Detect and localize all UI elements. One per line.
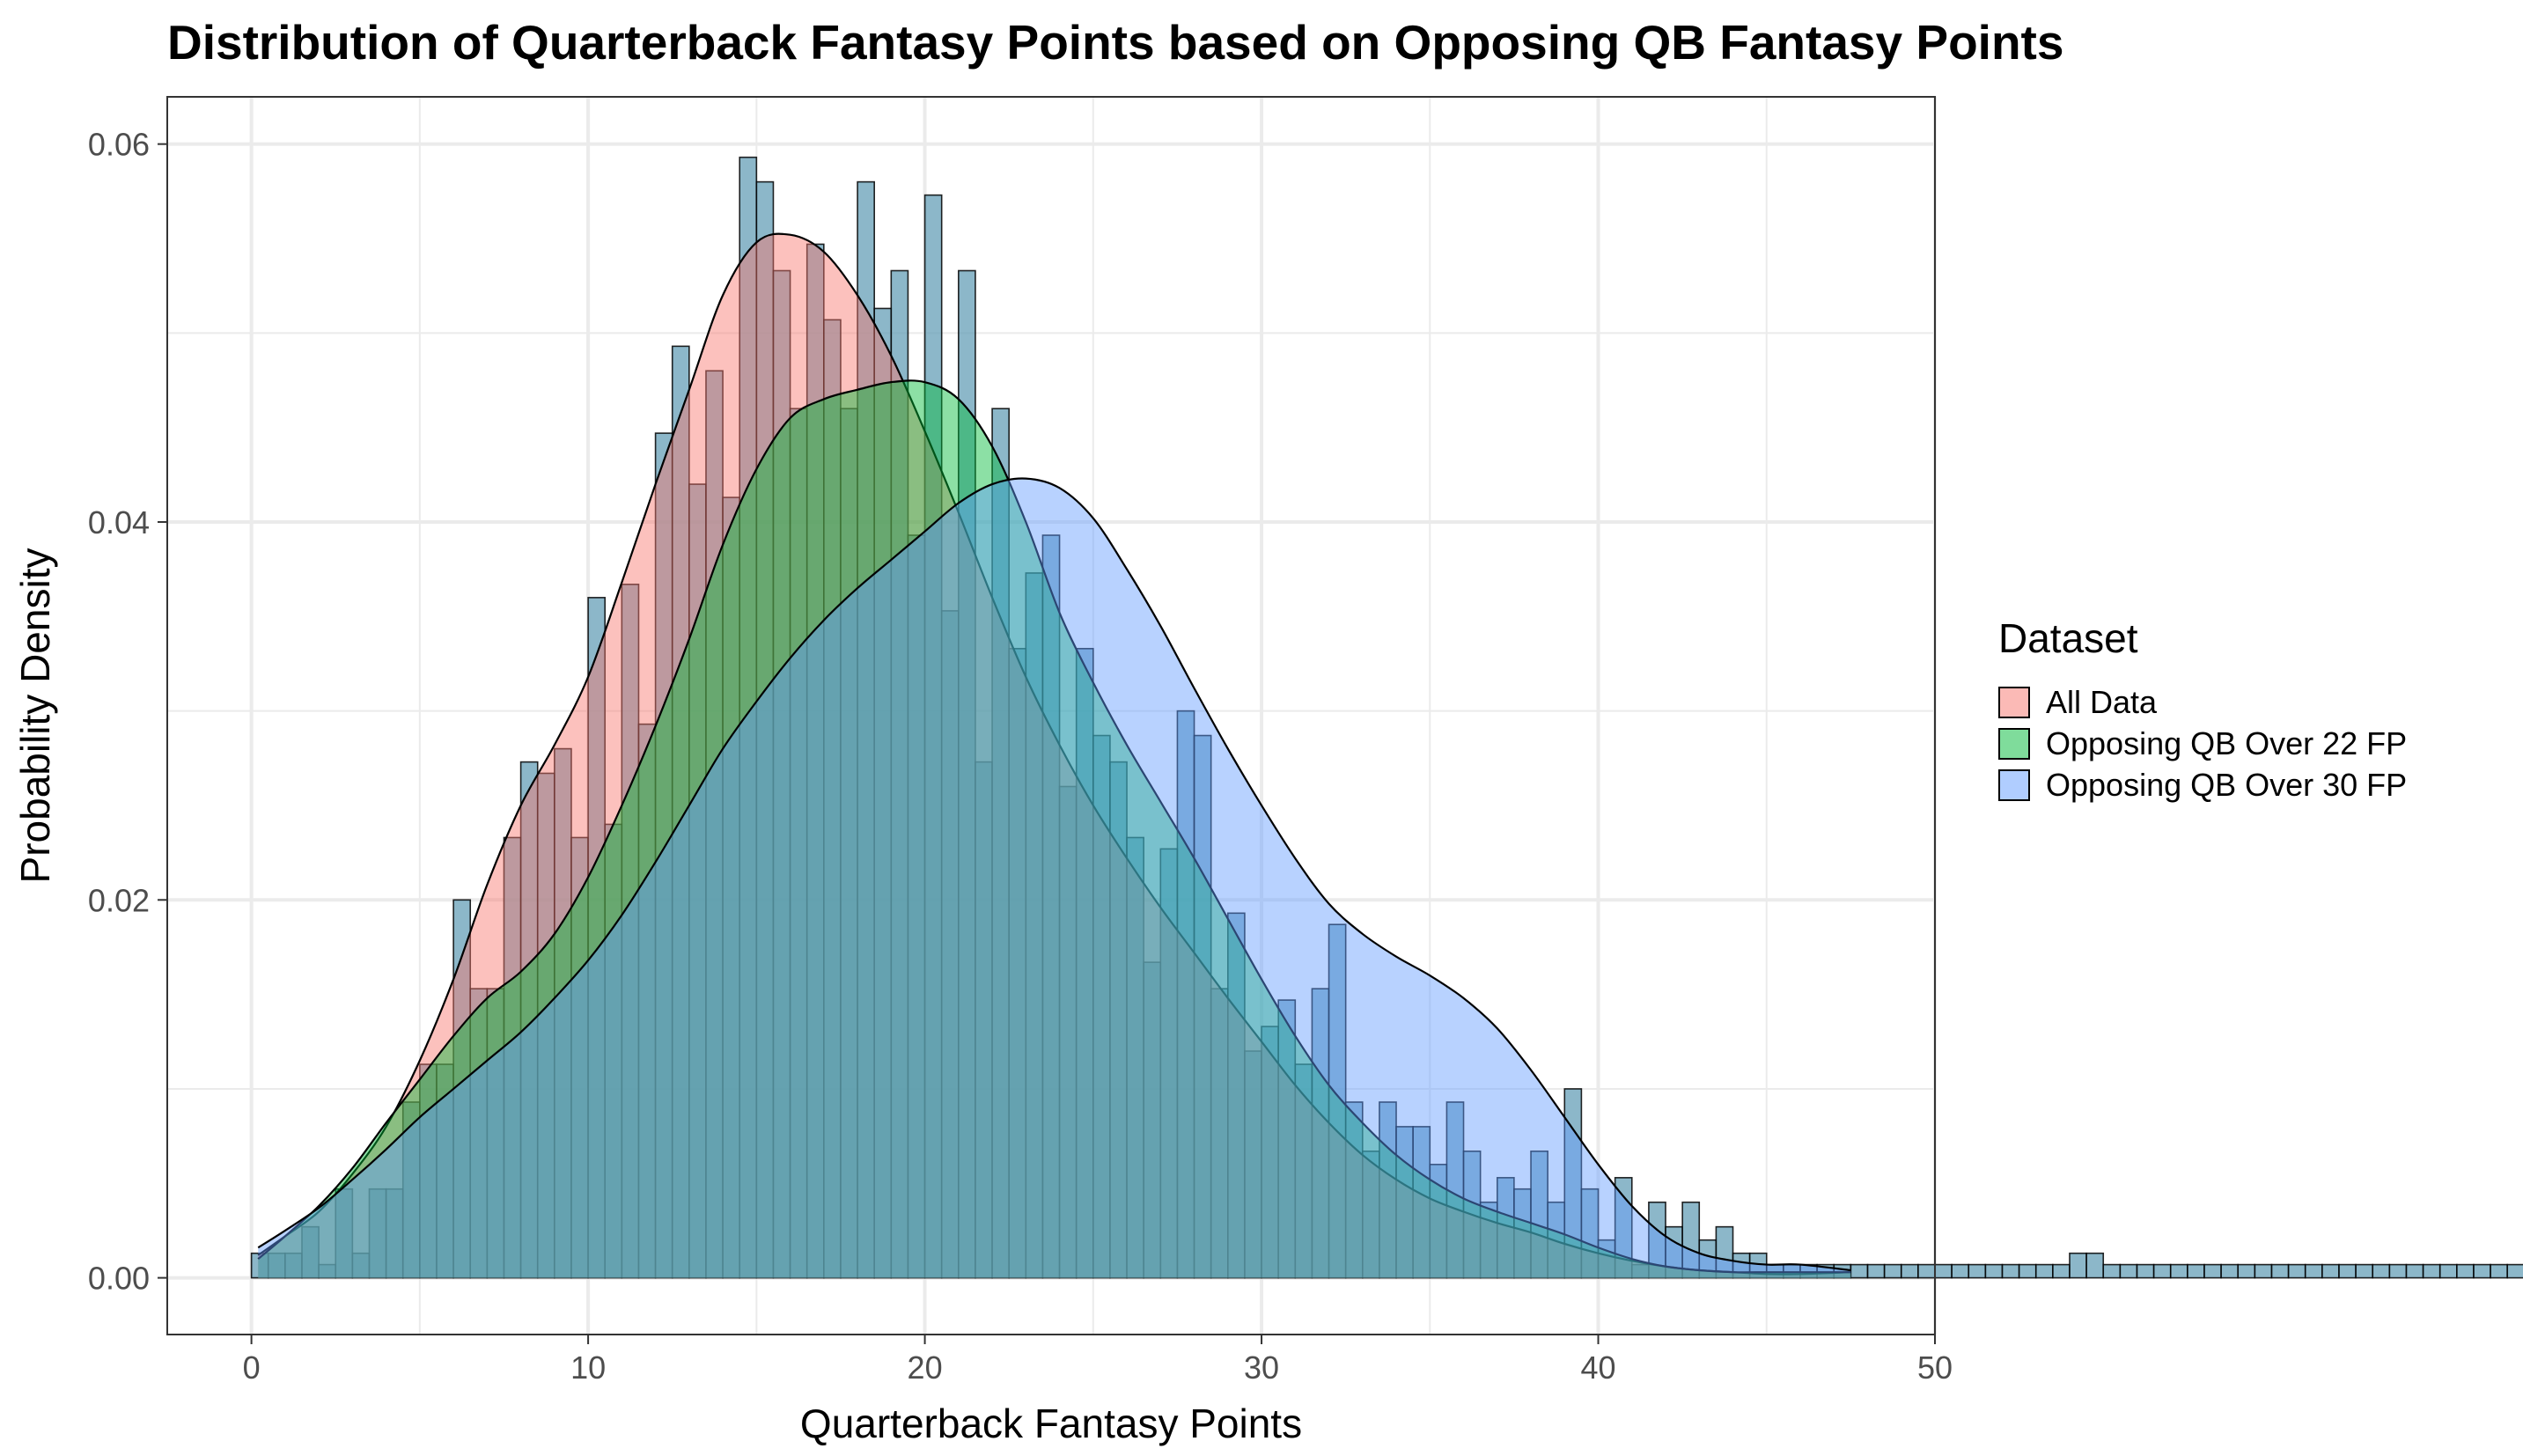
density-area-2: [258, 478, 1851, 1278]
density-line-0: [257, 232, 1851, 1276]
legend-item-over-22: Opposing QB Over 22 FP: [1998, 723, 2407, 764]
y-tick-label: 0.02: [88, 882, 150, 918]
histogram-bar: [1917, 1263, 1936, 1279]
y-tick-label: 0.00: [88, 1261, 150, 1297]
histogram-bar: [2254, 1263, 2273, 1279]
plot-panel-border: [166, 96, 1936, 1335]
histogram-bar: [1883, 1263, 1902, 1279]
y-axis-ticks: 0.00 0.02 0.04 0.06: [88, 127, 167, 1297]
histogram-bar: [2136, 1263, 2155, 1279]
x-tick-label: 10: [570, 1349, 606, 1386]
histogram-bar: [1951, 1263, 1970, 1279]
histogram-bar: [2018, 1263, 2037, 1279]
histogram-bar: [2355, 1263, 2374, 1279]
histogram-bar: [1984, 1263, 2004, 1279]
histogram-bar: [2169, 1263, 2188, 1279]
density-area-1: [258, 380, 1851, 1278]
histogram-bar: [2388, 1263, 2408, 1279]
legend-label-all-data: All Data: [2046, 683, 2158, 720]
histogram-bar: [2490, 1263, 2509, 1279]
histogram-bar: [2405, 1263, 2424, 1279]
histogram-bar: [2270, 1263, 2290, 1279]
histogram-bar: [1866, 1263, 1886, 1279]
histogram-bar: [2372, 1263, 2391, 1279]
x-tick-label: 40: [1581, 1349, 1616, 1386]
density-curves: [257, 232, 1851, 1278]
histogram-bar: [335, 1188, 354, 1279]
histogram-bar: [2304, 1263, 2323, 1279]
histogram-bar: [2152, 1263, 2172, 1279]
legend-item-all-data: All Data: [1998, 681, 2407, 723]
histogram-bar: [2473, 1263, 2491, 1279]
histogram-bar: [2338, 1263, 2357, 1279]
histogram-bar: [1715, 1225, 1734, 1279]
histogram-bar: [1968, 1263, 1987, 1279]
histogram-bar: [2119, 1263, 2138, 1279]
x-axis-title: Quarterback Fantasy Points: [800, 1401, 1302, 1446]
histogram-bar: [2187, 1263, 2205, 1279]
histogram-bar: [2422, 1263, 2441, 1279]
histogram-bars: [250, 156, 2523, 1279]
legend-label-over-22: Opposing QB Over 22 FP: [2046, 724, 2408, 761]
histogram-bar: [1328, 923, 1347, 1279]
legend-key-all-data: [1998, 686, 2030, 718]
histogram-bar: [1580, 1188, 1600, 1279]
histogram-bar: [2001, 1263, 2020, 1279]
x-tick-label: 20: [908, 1349, 943, 1386]
density-line-1: [257, 379, 1851, 1274]
y-tick-label: 0.04: [88, 504, 150, 540]
histogram-bar: [2034, 1263, 2054, 1279]
density-area-0: [258, 233, 1851, 1278]
y-tick-label: 0.06: [88, 127, 150, 163]
histogram-bar: [2220, 1263, 2240, 1279]
histogram-bar: [2438, 1263, 2458, 1279]
legend-key-over-30: [1998, 768, 2030, 801]
histogram-bar: [1900, 1263, 1919, 1279]
histogram-bar: [2506, 1263, 2523, 1279]
y-axis-title: Probability Density: [12, 548, 58, 884]
histogram-bar: [1850, 1263, 1869, 1279]
legend-item-over-30: Opposing QB Over 30 FP: [1998, 764, 2407, 805]
histogram-bar: [2085, 1252, 2105, 1279]
histogram-bar: [2456, 1263, 2475, 1279]
histogram-bar: [2052, 1263, 2071, 1279]
histogram-bar: [1934, 1263, 1953, 1279]
x-axis-ticks: 0 10 20 30 40 50: [243, 1335, 1953, 1386]
x-tick-label: 0: [243, 1349, 261, 1386]
x-tick-label: 50: [1917, 1349, 1953, 1386]
histogram-bar: [2203, 1263, 2222, 1279]
legend-label-over-30: Opposing QB Over 30 FP: [2046, 766, 2408, 803]
histogram-bar: [2287, 1263, 2306, 1279]
x-tick-label: 30: [1244, 1349, 1279, 1386]
density-line-2: [257, 477, 1851, 1272]
histogram-bar: [2237, 1263, 2256, 1279]
chart-title: Distribution of Quarterback Fantasy Poin…: [167, 15, 2064, 70]
legend-key-over-22: [1998, 727, 2030, 760]
legend-title: Dataset: [1998, 615, 2138, 661]
histogram-bar: [2069, 1252, 2087, 1279]
histogram-bar: [2102, 1263, 2122, 1279]
legend: Dataset All Data Opposing QB Over 22 FP …: [1998, 614, 2407, 805]
histogram-bar: [2321, 1263, 2340, 1279]
histogram-bar: [301, 1225, 320, 1279]
